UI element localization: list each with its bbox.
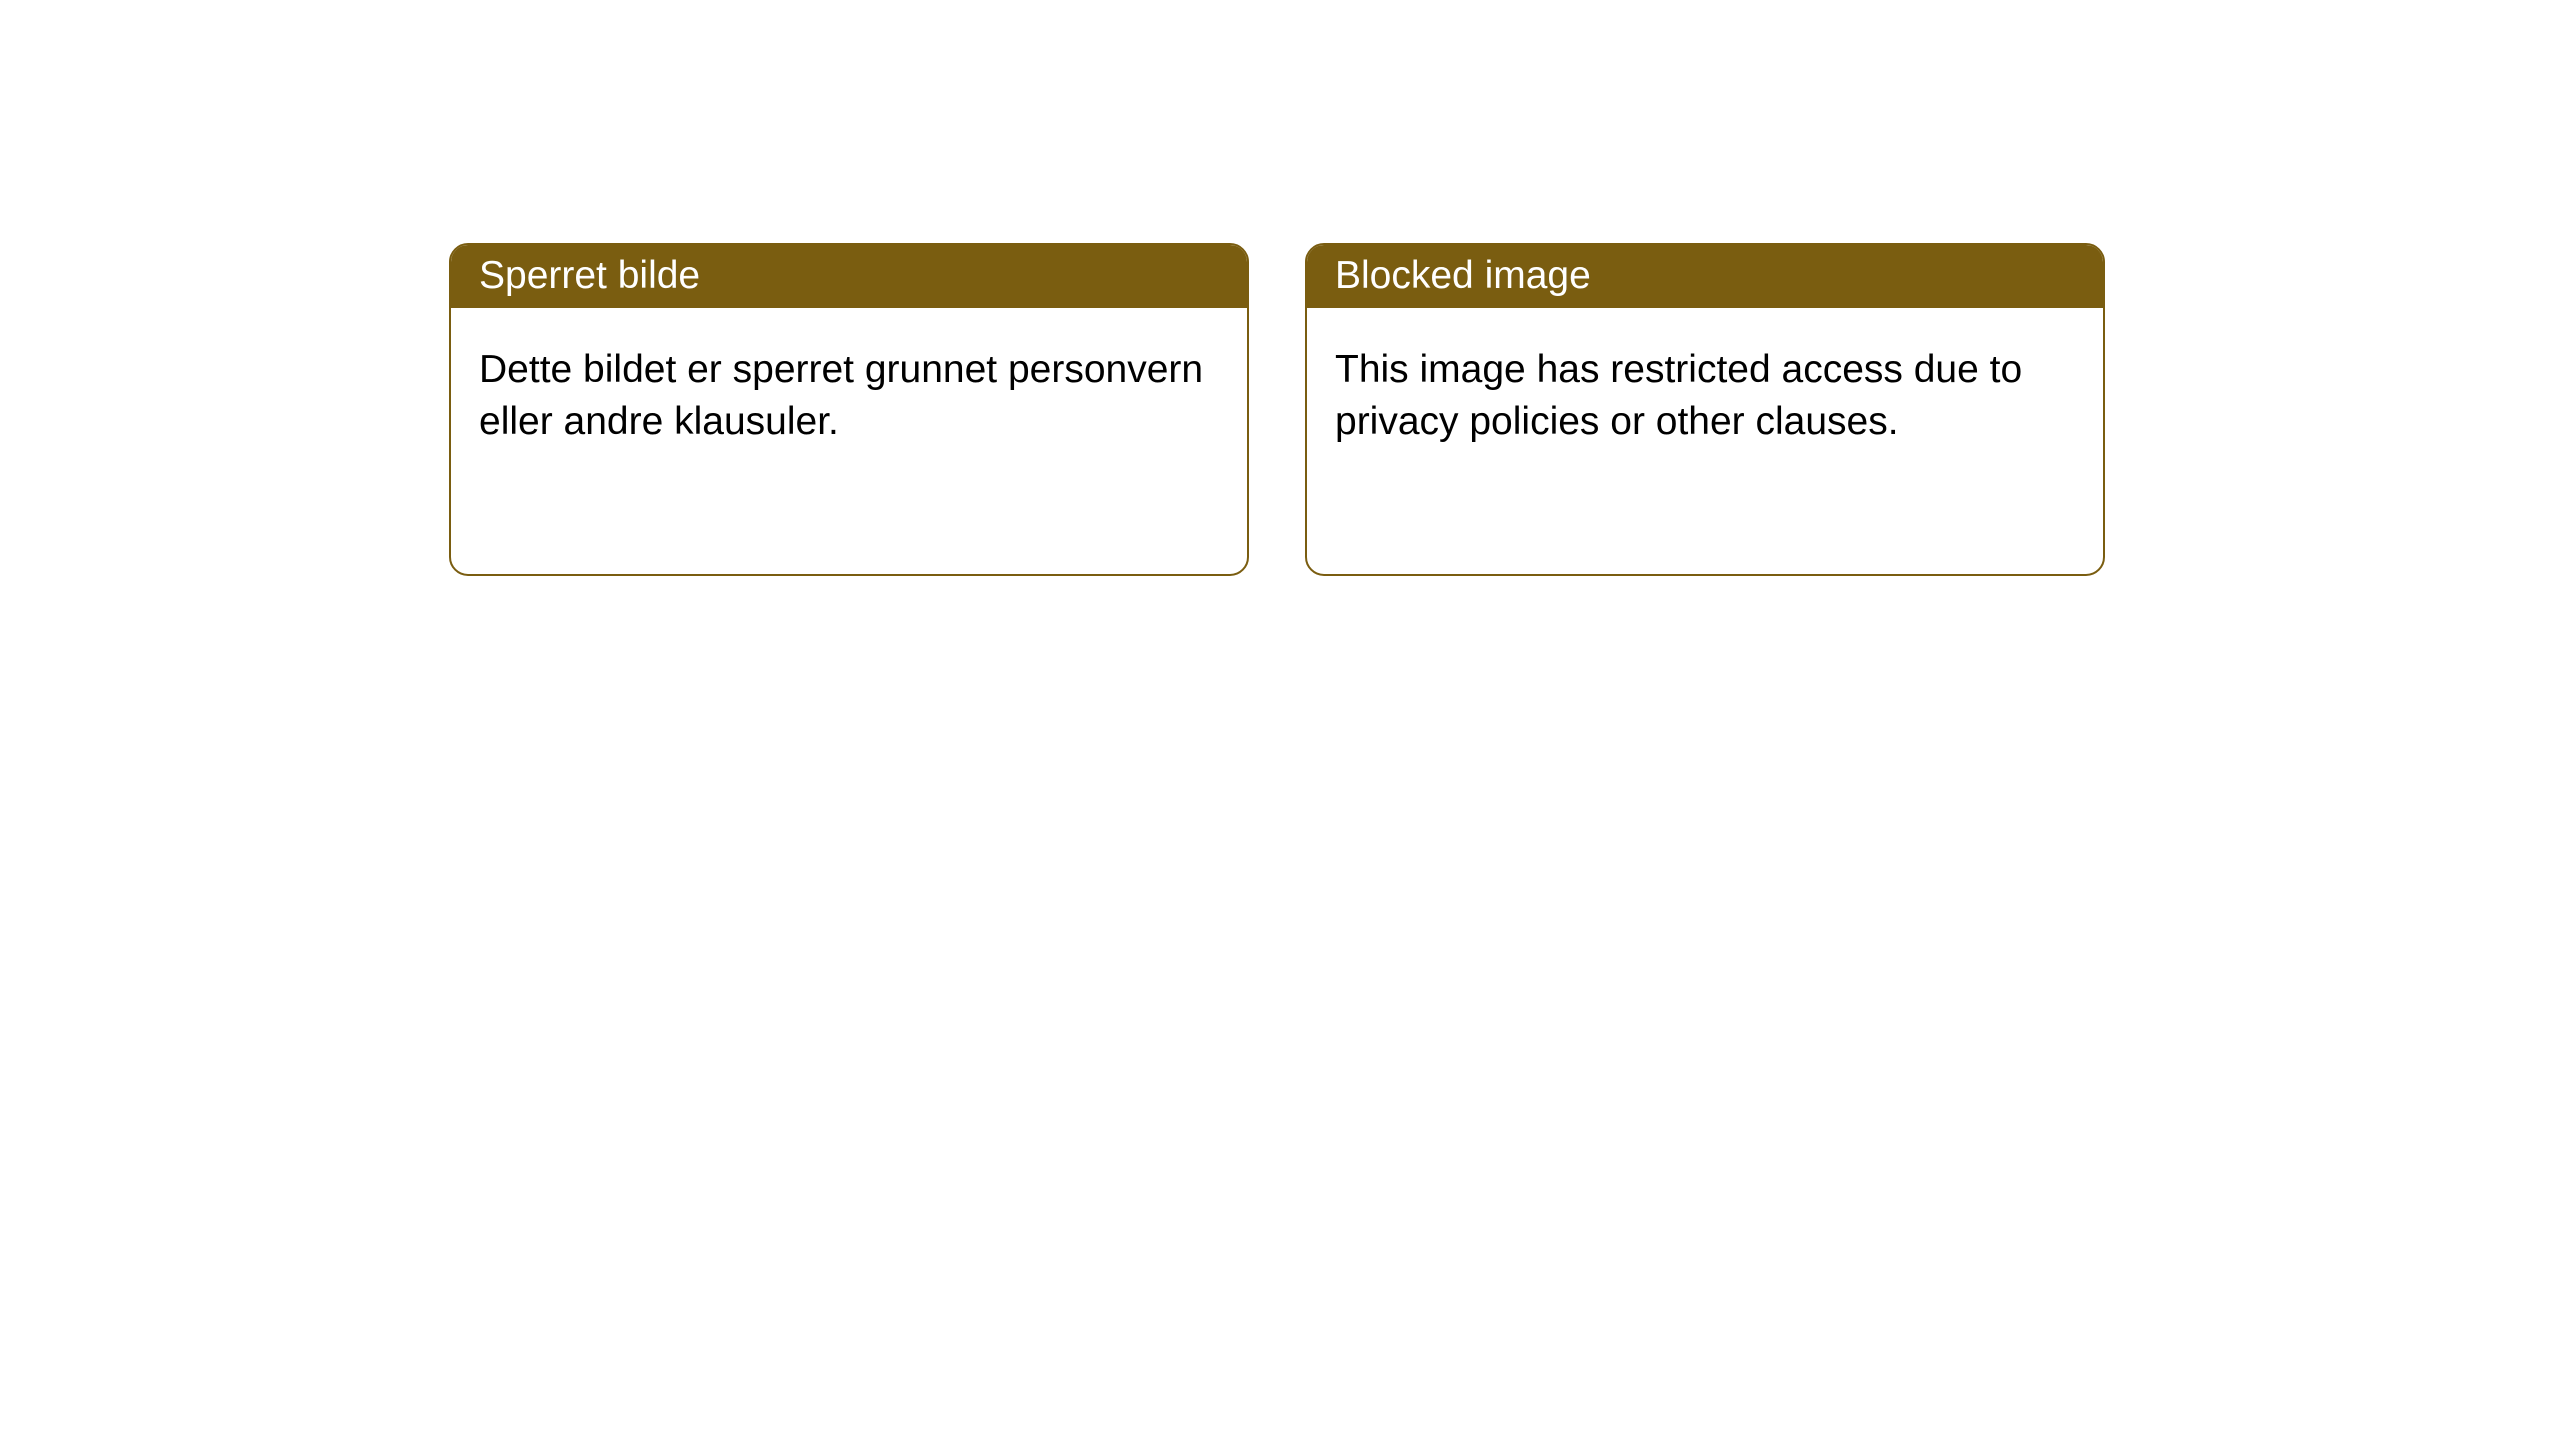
notice-body-text: This image has restricted access due to … [1335,348,2022,443]
notice-card-english: Blocked image This image has restricted … [1305,243,2105,576]
notice-header-text: Blocked image [1335,254,1591,297]
notice-header: Sperret bilde [451,245,1247,308]
notice-cards-container: Sperret bilde Dette bildet er sperret gr… [0,0,2560,576]
notice-header-text: Sperret bilde [479,254,700,297]
notice-body-text: Dette bildet er sperret grunnet personve… [479,348,1203,443]
notice-header: Blocked image [1307,245,2103,308]
notice-body: Dette bildet er sperret grunnet personve… [451,308,1247,476]
notice-card-norwegian: Sperret bilde Dette bildet er sperret gr… [449,243,1249,576]
notice-body: This image has restricted access due to … [1307,308,2103,476]
